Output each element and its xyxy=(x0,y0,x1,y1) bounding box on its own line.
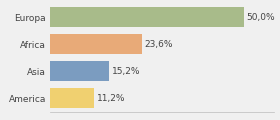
Bar xyxy=(50,7,244,27)
Text: 23,6%: 23,6% xyxy=(145,40,173,49)
Bar xyxy=(50,88,94,108)
Bar xyxy=(50,61,109,81)
Text: 11,2%: 11,2% xyxy=(97,94,125,103)
Text: 15,2%: 15,2% xyxy=(112,67,141,76)
Bar xyxy=(50,34,142,54)
Text: 50,0%: 50,0% xyxy=(247,13,275,22)
